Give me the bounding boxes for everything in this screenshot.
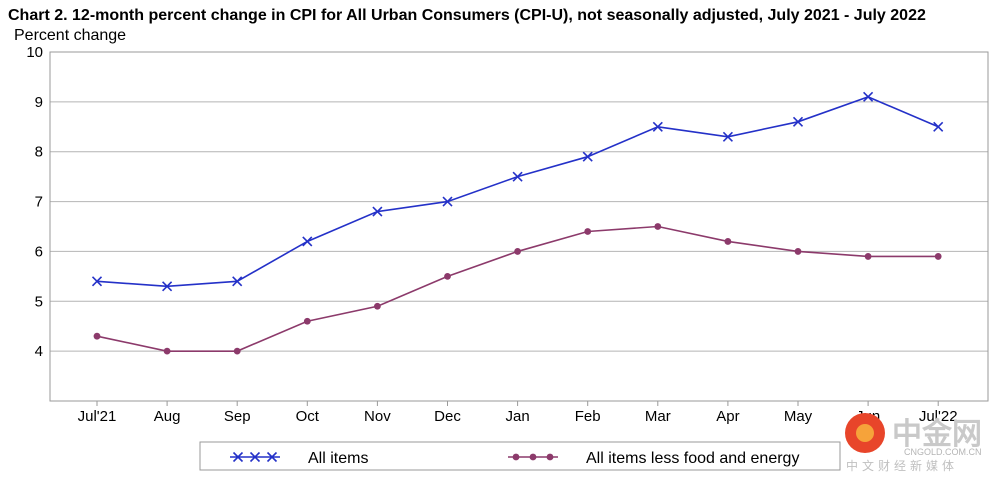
y-axis-label: Percent change xyxy=(14,27,126,44)
series-1-point xyxy=(584,228,592,235)
series-1-point xyxy=(514,248,521,255)
series-1-point xyxy=(303,317,311,325)
plot-frame xyxy=(49,51,989,402)
series-1-point xyxy=(444,272,451,280)
series-line-1 xyxy=(96,225,939,352)
legend-marker xyxy=(529,453,537,461)
series-1-point xyxy=(724,238,732,245)
watermark-domain: CNGOLD.COM.CN xyxy=(904,447,982,457)
legend: All items All items less food and energy xyxy=(199,441,841,471)
series-0-point xyxy=(722,131,733,142)
watermark-logo-text: 中金网 xyxy=(892,417,982,451)
series-0-point xyxy=(792,116,804,127)
x-tick-label: Jan xyxy=(506,408,530,425)
series-0-point xyxy=(512,171,523,182)
series-1-point xyxy=(93,332,101,340)
y-tick-label: 4 xyxy=(35,343,43,360)
x-tick-label: Feb xyxy=(575,408,601,425)
y-tick-label: 5 xyxy=(35,293,43,310)
legend-marker xyxy=(546,453,554,461)
legend-entry: All items less food and energy xyxy=(508,450,799,467)
series-1-point xyxy=(233,347,241,355)
series-1-point xyxy=(864,253,872,260)
y-tick-label: 7 xyxy=(35,194,43,211)
series-0-point xyxy=(933,121,944,132)
series-1-point xyxy=(163,347,171,355)
series-0-point xyxy=(442,196,453,207)
series-1-point xyxy=(374,302,381,310)
series-1-point xyxy=(654,223,662,230)
series-layer xyxy=(91,91,944,355)
y-tick-label: 6 xyxy=(35,243,43,260)
x-tick-label: Dec xyxy=(434,408,461,425)
legend-marker xyxy=(512,453,520,461)
legend-entry: All items xyxy=(230,450,368,467)
watermark-tagline: 中文财经新媒体 xyxy=(846,458,958,473)
series-1-point xyxy=(934,253,942,260)
series-0-point xyxy=(582,151,593,162)
series-1-point xyxy=(794,248,802,255)
legend-marker xyxy=(266,451,278,463)
series-0-point xyxy=(863,91,874,102)
y-tick-labels: 4 5 6 7 8 9 10 xyxy=(26,44,43,360)
x-tick-label: Nov xyxy=(364,408,391,425)
x-tick-label: May xyxy=(784,408,813,425)
watermark-logo-inner xyxy=(856,424,874,442)
legend-label: All items less food and energy xyxy=(586,450,799,467)
legend-box xyxy=(199,441,841,471)
legend-items: All items All items less food and energy xyxy=(230,450,799,467)
legend-marker xyxy=(232,451,244,463)
x-tick-label: Oct xyxy=(296,408,320,425)
y-tick-label: 8 xyxy=(35,144,43,161)
series-0-point xyxy=(652,121,663,132)
x-tick-label: Aug xyxy=(154,408,181,425)
x-tick-labels: Jul'21AugSepOctNovDecJanFebMarAprMayJunJ… xyxy=(78,401,958,425)
chart-title: Chart 2. 12-month percent change in CPI … xyxy=(8,7,926,24)
x-tick-label: Jul'22 xyxy=(919,408,958,425)
x-tick-label: Jul'21 xyxy=(78,408,117,425)
series-line-0 xyxy=(96,96,939,288)
legend-label: All items xyxy=(308,450,368,467)
series-0-point xyxy=(372,206,383,217)
series-0-point xyxy=(232,276,243,287)
y-tick-label: 10 xyxy=(26,44,43,61)
x-tick-label: Mar xyxy=(645,408,671,425)
x-tick-label: Sep xyxy=(224,408,251,425)
x-tick-label: Apr xyxy=(716,408,739,425)
series-0-point xyxy=(302,236,313,247)
gridlines xyxy=(50,51,988,352)
watermark: 中金网 CNGOLD.COM.CN 中文财经新媒体 xyxy=(845,413,982,473)
y-tick-label: 9 xyxy=(35,94,43,111)
series-0-point xyxy=(91,276,103,287)
series-0-point xyxy=(162,281,173,292)
plot-area: 4 5 6 7 8 9 10 Jul'21 Aug Sep Oct Nov Dec Jan Feb Mar A… xyxy=(26,44,989,425)
legend-marker xyxy=(249,451,261,463)
